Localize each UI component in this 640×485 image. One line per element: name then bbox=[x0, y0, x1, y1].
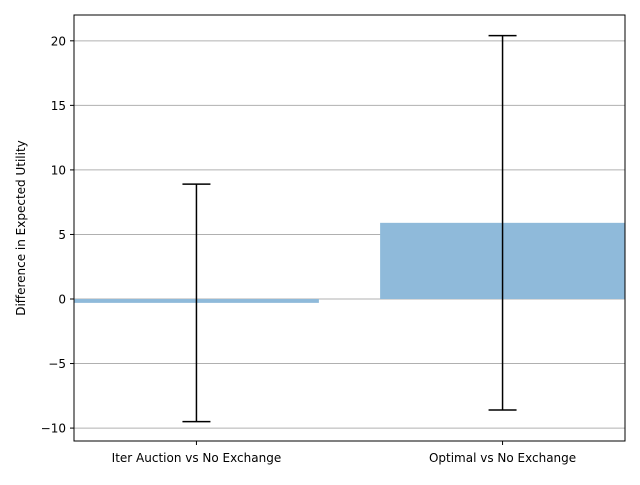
y-tick-label: 10 bbox=[51, 163, 66, 177]
x-axis-ticks: Iter Auction vs No Exchange Optimal vs No… bbox=[112, 441, 576, 465]
x-tick-label: Iter Auction vs No Exchange bbox=[112, 451, 282, 465]
y-tick-label: 0 bbox=[58, 293, 66, 307]
y-tick-label: 5 bbox=[58, 228, 66, 242]
y-tick-label: 15 bbox=[51, 99, 66, 113]
y-tick-label: −5 bbox=[48, 357, 66, 371]
x-tick-label: Optimal vs No Exchange bbox=[429, 451, 576, 465]
y-tick-label: 20 bbox=[51, 34, 66, 48]
y-axis-ticks: −10 −5 0 5 10 15 20 bbox=[41, 34, 74, 436]
error-bars bbox=[182, 34, 517, 423]
y-axis-label: Difference in Expected Utility bbox=[14, 140, 28, 316]
y-tick-label: −10 bbox=[41, 422, 66, 436]
plot-frame bbox=[73, 14, 626, 442]
